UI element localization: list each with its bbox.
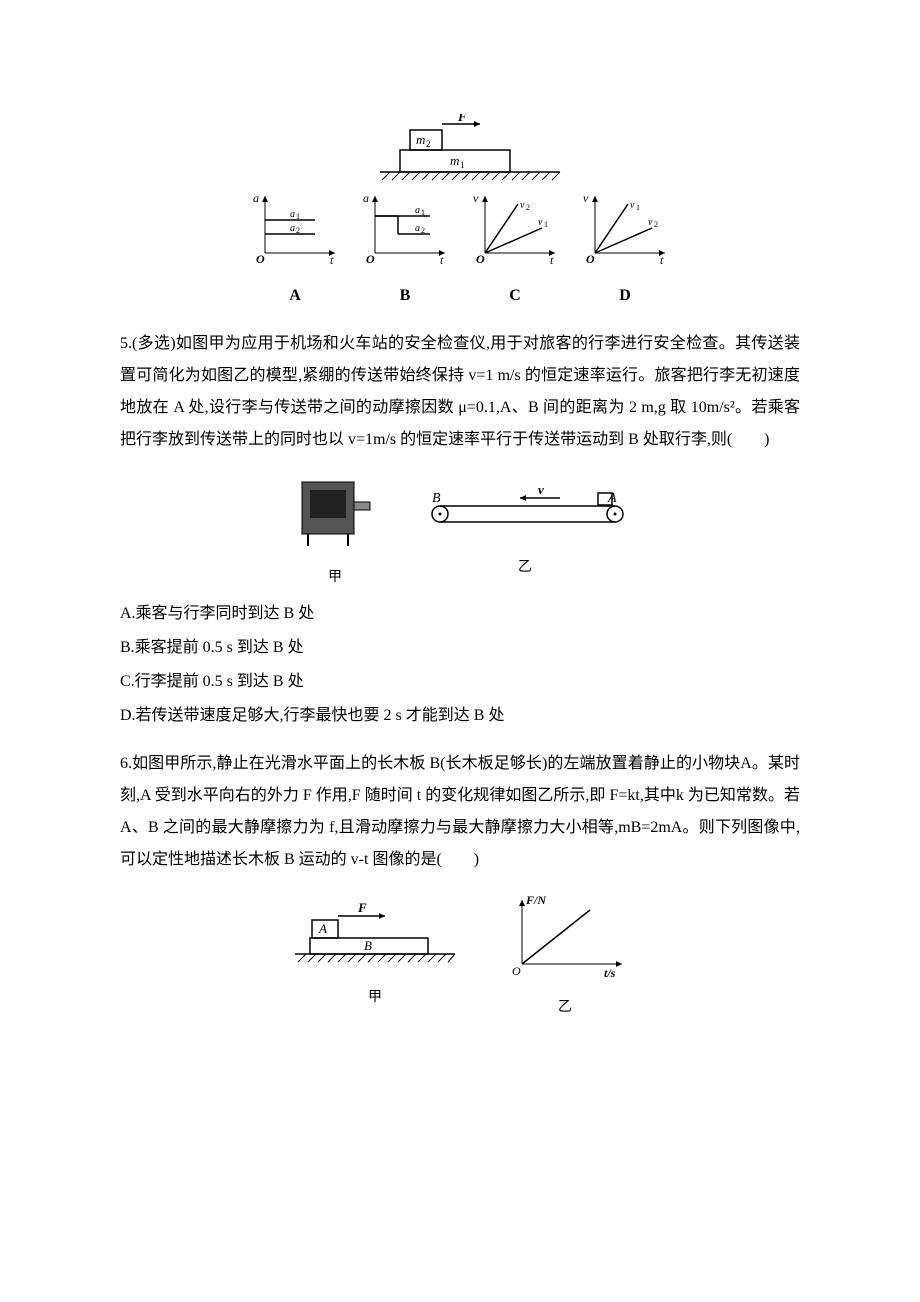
- chart-B: a O t a1 a2 B: [360, 188, 450, 312]
- svg-text:m: m: [416, 132, 425, 147]
- chart-C: v O t v2 v1 C: [470, 188, 560, 312]
- q6-left-caption: 甲: [290, 984, 460, 1012]
- svg-text:v: v: [473, 191, 479, 205]
- svg-text:2: 2: [421, 226, 425, 235]
- svg-text:t: t: [330, 253, 334, 267]
- q5-options: A.乘客与行李同时到达 B 处 B.乘客提前 0.5 s 到达 B 处 C.行李…: [120, 598, 800, 732]
- svg-text:a: a: [253, 191, 259, 205]
- svg-text:1: 1: [544, 220, 548, 229]
- svg-text:1: 1: [636, 203, 640, 212]
- q6-figure: B A F 甲 F/N O t/s 乙: [120, 892, 800, 1022]
- svg-text:B: B: [364, 938, 372, 953]
- conveyor-svg: B A v: [420, 482, 630, 542]
- svg-text:1: 1: [296, 212, 300, 221]
- svg-text:a: a: [290, 223, 295, 234]
- svg-text:F: F: [457, 114, 467, 124]
- svg-text:a: a: [415, 205, 420, 216]
- q5-fig-right-caption: 乙: [420, 554, 630, 582]
- svg-text:v: v: [648, 217, 653, 228]
- scanner-icon: [290, 472, 380, 552]
- svg-text:2: 2: [426, 139, 431, 149]
- svg-text:O: O: [476, 252, 485, 266]
- q5-option-A: A.乘客与行李同时到达 B 处: [120, 598, 800, 630]
- svg-text:t: t: [660, 253, 664, 267]
- chart-D: v O t v1 v2 D: [580, 188, 670, 312]
- svg-text:F: F: [357, 902, 367, 915]
- q5-fig-left-caption: 甲: [290, 564, 380, 592]
- svg-text:O: O: [256, 252, 265, 266]
- svg-text:v: v: [583, 191, 589, 205]
- svg-text:1: 1: [460, 160, 465, 170]
- svg-text:O: O: [366, 252, 375, 266]
- chart-A: a O t a1 a2 A: [250, 188, 340, 312]
- svg-text:2: 2: [526, 203, 530, 212]
- svg-text:B: B: [432, 491, 441, 506]
- svg-text:O: O: [586, 252, 595, 266]
- svg-text:v: v: [538, 217, 543, 228]
- svg-text:A: A: [318, 921, 327, 936]
- svg-text:v: v: [520, 200, 525, 211]
- q6-left-svg: B A F: [290, 902, 460, 972]
- svg-text:m: m: [450, 153, 459, 168]
- svg-text:t/s: t/s: [604, 966, 616, 980]
- svg-text:t: t: [550, 253, 554, 267]
- svg-text:1: 1: [421, 208, 425, 217]
- svg-text:F/N: F/N: [525, 893, 547, 907]
- svg-text:v: v: [538, 482, 544, 497]
- q6-stem: 6.如图甲所示,静止在光滑水平面上的长木板 B(长木板足够长)的左端放置着静止的…: [120, 748, 800, 876]
- chart-C-label: C: [470, 280, 560, 312]
- stacked-blocks-svg: m 1 m 2 F: [350, 114, 570, 184]
- chart-B-label: B: [360, 280, 450, 312]
- q5-figure: 甲 B A v 乙: [120, 472, 800, 592]
- q6-right-caption: 乙: [500, 994, 630, 1022]
- q5-option-D: D.若传送带速度足够大,行李最快也要 2 s 才能到达 B 处: [120, 700, 800, 732]
- svg-text:a: a: [415, 223, 420, 234]
- svg-text:a: a: [363, 191, 369, 205]
- q5-option-B: B.乘客提前 0.5 s 到达 B 处: [120, 632, 800, 664]
- chart-D-label: D: [580, 280, 670, 312]
- q6-right-svg: F/N O t/s: [500, 892, 630, 982]
- chart-A-label: A: [250, 280, 340, 312]
- q4-charts-row: a O t a1 a2 A a O t a1: [120, 188, 800, 312]
- svg-text:t: t: [440, 253, 444, 267]
- svg-text:2: 2: [654, 220, 658, 229]
- q5-stem: 5.(多选)如图甲为应用于机场和火车站的安全检查仪,用于对旅客的行李进行安全检查…: [120, 328, 800, 456]
- q5-option-C: C.行李提前 0.5 s 到达 B 处: [120, 666, 800, 698]
- svg-text:2: 2: [296, 226, 300, 235]
- q4-top-figure: m 1 m 2 F: [120, 114, 800, 184]
- svg-text:v: v: [630, 200, 635, 211]
- svg-text:O: O: [512, 964, 521, 978]
- svg-text:a: a: [290, 209, 295, 220]
